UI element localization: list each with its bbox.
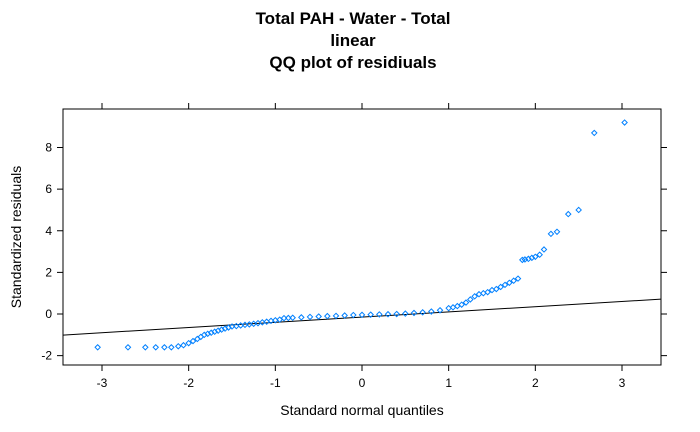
data-point [501,281,509,289]
data-point [124,344,132,351]
data-point [536,251,543,258]
data-point [575,206,582,214]
x-axis-label: Standard normal quantiles [280,402,443,418]
data-point [185,339,192,347]
data-point [547,230,555,238]
data-points [94,119,628,351]
data-point [358,311,366,319]
data-point [564,210,572,218]
data-point [393,310,400,318]
data-point [298,314,305,321]
data-point [168,344,175,351]
chart-title-line-2: linear [330,31,376,50]
data-point [514,275,522,282]
data-point [497,283,504,291]
y-tick-label: 2 [45,265,52,279]
data-point [506,279,513,287]
x-tick-label: -2 [183,376,194,390]
data-point [540,246,548,253]
y-axis-label: Standardized residuals [8,166,24,308]
data-point [402,310,409,317]
data-point [189,337,197,345]
data-point [180,341,187,349]
data-point [306,313,314,321]
y-tick-label: 6 [45,182,52,196]
data-point [410,309,418,317]
x-tick-label: 2 [532,376,539,390]
data-point [428,308,435,315]
data-point [467,296,474,303]
data-point [152,344,160,351]
y-axis-ticks: -2 0 2 4 6 8 [41,141,667,363]
data-point [350,311,357,319]
y-tick-label: 4 [45,224,52,238]
plot-frame [62,108,662,366]
x-tick-label: 3 [619,376,626,390]
data-point [332,312,340,320]
data-point [367,311,374,318]
data-point [510,277,517,285]
data-point [324,312,331,320]
data-point [384,310,392,318]
y-tick-label: 8 [45,141,52,155]
x-tick-label: 0 [359,376,366,390]
y-tick-label: 0 [45,307,52,321]
data-point [493,285,500,293]
y-tick-label: -2 [41,349,52,363]
data-point [419,309,426,316]
data-point [621,119,628,126]
chart-title-line-1: Total PAH - Water - Total [256,9,451,28]
data-point [289,314,296,322]
x-tick-label: -3 [97,376,108,390]
data-point [458,301,465,308]
data-point [519,256,526,264]
x-tick-label: 1 [445,376,452,390]
x-axis-ticks: -3 -2 -1 0 1 2 3 [97,103,626,390]
data-point [553,228,561,236]
data-point [462,299,470,306]
data-point [142,344,149,351]
data-point [315,313,322,320]
data-point [436,306,444,314]
data-point [161,344,168,351]
data-point [94,344,101,351]
data-point [445,304,452,312]
data-point [376,311,383,318]
data-point [174,342,182,350]
data-point [590,129,598,137]
chart-title-line-3: QQ plot of residiuals [269,53,436,72]
x-tick-label: -1 [270,376,281,390]
data-point [532,253,539,261]
data-point [484,288,491,296]
data-point [471,293,478,300]
data-point [341,312,348,319]
